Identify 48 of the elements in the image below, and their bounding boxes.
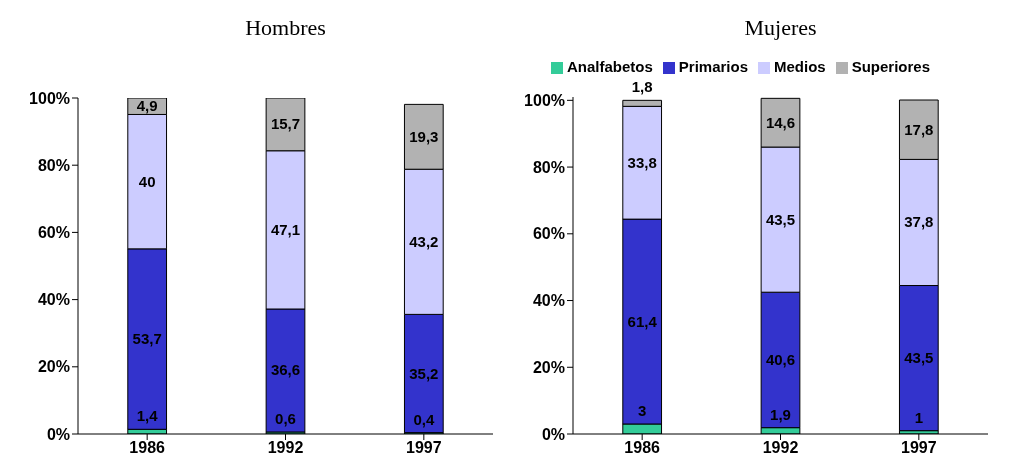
data-label: 53,7 — [132, 330, 162, 348]
y-tick-label: 40% — [37, 291, 70, 309]
y-tick-label: 0% — [46, 425, 70, 443]
y-tick-label: 80% — [532, 158, 565, 176]
legend-label: Primarios — [678, 58, 748, 75]
data-label: 43,5 — [765, 210, 796, 228]
data-label: 40 — [138, 172, 156, 190]
x-tick-label: 1986 — [129, 439, 166, 457]
data-label: 0,4 — [413, 410, 435, 428]
y-tick-label: 60% — [532, 225, 565, 243]
x-tick-label: 1997 — [406, 439, 442, 457]
data-label: 17,8 — [904, 120, 934, 138]
y-tick-label: 40% — [532, 292, 565, 310]
y-tick-label: 0% — [541, 425, 565, 443]
data-label: 47,1 — [270, 220, 301, 238]
data-label: 61,4 — [627, 312, 658, 330]
data-label: 1,4 — [136, 407, 159, 425]
legend-label: Superiores — [851, 58, 931, 75]
y-tick-label: 80% — [37, 156, 70, 174]
data-label: 1,9 — [770, 405, 791, 423]
data-label: 40,6 — [765, 350, 796, 368]
y-tick-label: 20% — [532, 358, 565, 376]
data-label: 0,6 — [275, 409, 296, 427]
data-label: 37,8 — [904, 213, 934, 231]
x-tick-label: 1992 — [762, 439, 799, 457]
data-label: 43,5 — [904, 349, 934, 367]
legend-label: Medios — [774, 58, 826, 75]
legend-label: Analfabetos — [566, 58, 653, 75]
data-label: 33,8 — [627, 153, 657, 171]
x-tick-label: 1992 — [267, 439, 304, 457]
data-label: 19,3 — [409, 127, 439, 145]
data-label: 1 — [914, 408, 924, 426]
x-tick-label: 1997 — [901, 439, 937, 457]
data-label: 3 — [637, 401, 647, 419]
data-label: 43,2 — [409, 232, 439, 250]
data-label: 14,6 — [765, 113, 796, 131]
chart-title: Hombres — [244, 14, 327, 42]
chart-title: Mujeres — [743, 14, 818, 42]
data-label: 15,7 — [270, 115, 301, 133]
y-tick-label: 60% — [37, 224, 70, 242]
y-tick-label: 100% — [29, 89, 70, 107]
data-label: 36,6 — [270, 361, 301, 379]
data-label: 35,2 — [409, 364, 439, 382]
data-label: 4,9 — [136, 97, 158, 115]
y-tick-label: 20% — [37, 358, 70, 376]
y-tick-label: 100% — [524, 92, 565, 110]
data-label: 1,8 — [631, 78, 653, 96]
x-tick-label: 1986 — [624, 439, 661, 457]
